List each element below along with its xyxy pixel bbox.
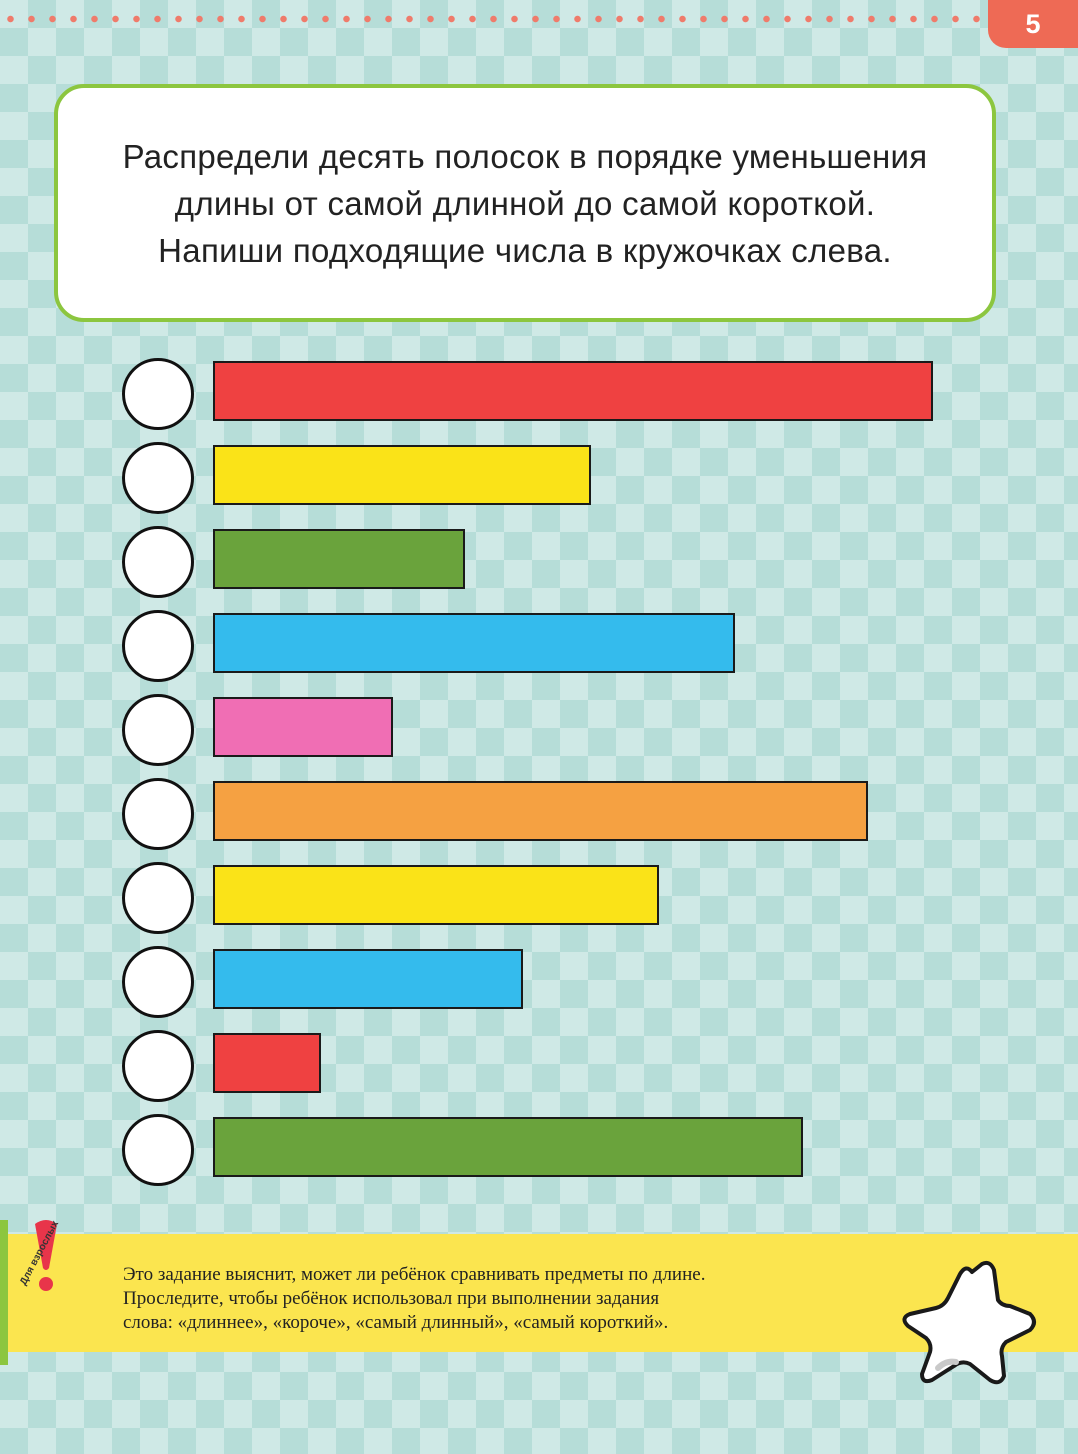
answer-circle[interactable] bbox=[122, 442, 194, 514]
color-strip bbox=[213, 361, 933, 421]
adults-note-text: Это задание выяснит, может ли ребёнок ср… bbox=[123, 1263, 923, 1335]
answer-circle[interactable] bbox=[122, 946, 194, 1018]
strip-row bbox=[0, 946, 1078, 1018]
strip-row bbox=[0, 610, 1078, 682]
color-strip bbox=[213, 1033, 321, 1093]
strip-row bbox=[0, 526, 1078, 598]
footer-accent bbox=[0, 1220, 8, 1365]
adults-note-line: Это задание выяснит, может ли ребёнок ср… bbox=[123, 1264, 706, 1285]
page-number: 5 bbox=[988, 0, 1078, 48]
answer-circle[interactable] bbox=[122, 778, 194, 850]
answer-circle[interactable] bbox=[122, 526, 194, 598]
answer-circle[interactable] bbox=[122, 610, 194, 682]
strip-row bbox=[0, 358, 1078, 430]
strip-row bbox=[0, 1114, 1078, 1186]
color-strip bbox=[213, 445, 591, 505]
color-strip bbox=[213, 613, 735, 673]
strip-row bbox=[0, 442, 1078, 514]
color-strip bbox=[213, 529, 465, 589]
star-icon bbox=[902, 1260, 1036, 1385]
color-strip bbox=[213, 1117, 803, 1177]
strip-row bbox=[0, 862, 1078, 934]
color-strip bbox=[213, 697, 393, 757]
answer-circle[interactable] bbox=[122, 694, 194, 766]
exclamation-icon bbox=[35, 1220, 57, 1291]
instruction-text: Распредели десять полосок в порядке умен… bbox=[122, 137, 928, 269]
answer-circle[interactable] bbox=[122, 1114, 194, 1186]
strip-row bbox=[0, 1030, 1078, 1102]
color-strip bbox=[213, 781, 868, 841]
answer-circle[interactable] bbox=[122, 1030, 194, 1102]
instruction-box: Распредели десять полосок в порядке умен… bbox=[54, 84, 996, 322]
strip-row bbox=[0, 694, 1078, 766]
adults-note-band bbox=[0, 1234, 1078, 1352]
color-strip bbox=[213, 949, 523, 1009]
color-strip bbox=[213, 865, 659, 925]
answer-circle[interactable] bbox=[122, 862, 194, 934]
strip-row bbox=[0, 778, 1078, 850]
adults-note-line: Проследите, чтобы ребёнок использовал пр… bbox=[123, 1288, 660, 1309]
adults-note-line: слова: «длиннее», «короче», «самый длинн… bbox=[123, 1312, 669, 1333]
dotted-border bbox=[0, 14, 990, 24]
answer-circle[interactable] bbox=[122, 358, 194, 430]
